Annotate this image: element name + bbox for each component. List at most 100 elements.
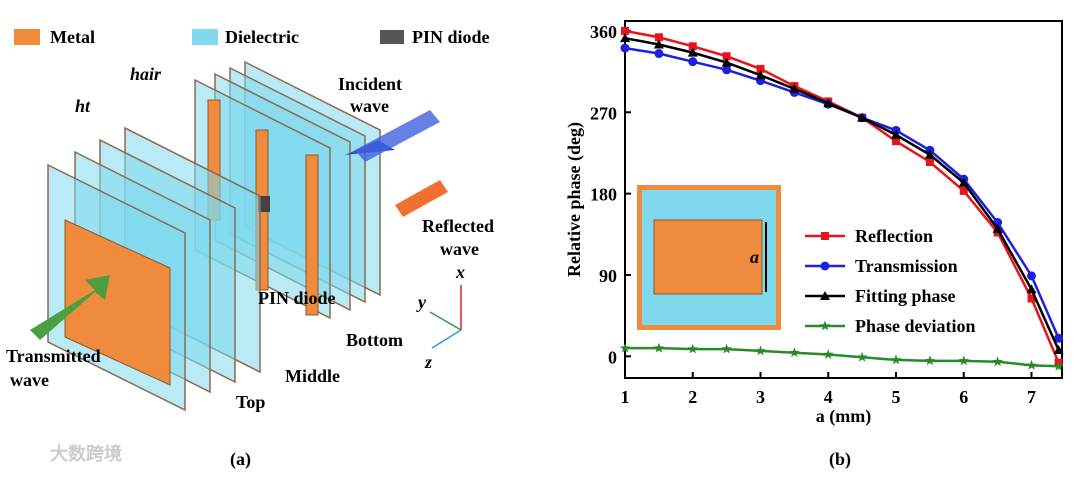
y-tick-label: 180	[590, 185, 617, 205]
label: PIN diode	[258, 288, 336, 308]
marker	[924, 355, 936, 366]
marker	[892, 137, 901, 146]
marker	[992, 356, 1003, 367]
marker	[1026, 284, 1037, 294]
legend-text: Transmission	[855, 256, 958, 276]
marker	[821, 232, 829, 240]
legend-text: Phase deviation	[855, 316, 976, 336]
label: Top	[236, 392, 265, 412]
marker	[958, 177, 969, 187]
x-tick-label: 3	[756, 387, 765, 407]
legend-swatch	[192, 29, 218, 45]
marker	[789, 83, 800, 93]
marker	[620, 33, 630, 43]
label: Middle	[285, 366, 340, 386]
marker	[721, 57, 732, 67]
label: Bottom	[346, 330, 403, 350]
marker	[619, 342, 631, 353]
marker	[856, 351, 868, 362]
x-tick-label: 4	[824, 387, 833, 407]
marker	[820, 291, 830, 300]
plot-frame	[624, 20, 1063, 379]
marker	[687, 47, 698, 57]
marker	[654, 33, 663, 42]
legend-text: Dielectric	[225, 27, 299, 47]
marker	[820, 261, 830, 271]
marker	[1027, 271, 1037, 281]
marker	[819, 320, 831, 331]
watermark: 大数跨境	[50, 443, 122, 464]
metal	[305, 154, 319, 316]
label: wave	[10, 370, 49, 390]
arrow	[355, 110, 440, 162]
marker	[1053, 360, 1064, 371]
marker	[857, 112, 868, 122]
diagram: Metal Dielectric PIN diode hair ht Incid…	[6, 27, 494, 470]
y-tick-label: 270	[590, 103, 617, 123]
marker	[959, 186, 968, 195]
label: ht	[75, 96, 91, 116]
label: Reflected	[422, 216, 494, 236]
label: x	[455, 262, 465, 282]
label: z	[424, 352, 432, 372]
y-axis-label: Relative phase (deg)	[564, 122, 585, 277]
marker	[688, 42, 697, 51]
axis-arrow	[429, 311, 462, 331]
legend-text: PIN diode	[412, 27, 490, 47]
x-tick-label: 6	[959, 387, 968, 407]
inset-patch	[653, 219, 763, 295]
label: hair	[130, 64, 162, 84]
marker	[688, 57, 698, 67]
label: wave	[350, 96, 389, 116]
marker	[654, 49, 664, 59]
marker	[722, 65, 732, 75]
marker	[891, 129, 902, 139]
label: Incident	[338, 74, 402, 94]
marker	[924, 149, 935, 159]
label: y	[416, 292, 427, 312]
y-tick-label: 90	[599, 266, 617, 286]
marker	[1027, 294, 1036, 303]
inset: a	[637, 185, 781, 330]
panel-label: (a)	[230, 449, 251, 470]
inset-label: a	[750, 247, 759, 267]
marker	[992, 223, 1003, 233]
marker	[925, 157, 934, 166]
marker	[823, 98, 834, 108]
legend-text: Fitting phase	[855, 286, 956, 306]
x-tick-label: 1	[621, 387, 630, 407]
marker	[755, 345, 766, 356]
legend-text: Reflection	[855, 226, 933, 246]
marker	[890, 354, 902, 365]
marker	[756, 64, 765, 73]
legend-text: Metal	[50, 27, 95, 47]
legend-swatch	[14, 29, 40, 45]
x-tick-label: 7	[1027, 387, 1036, 407]
marker	[755, 70, 766, 80]
marker	[958, 355, 969, 366]
x-tick-label: 2	[688, 387, 697, 407]
axis-arrow	[431, 329, 462, 349]
marker	[789, 347, 800, 358]
marker	[722, 52, 731, 61]
marker	[1026, 359, 1037, 370]
marker	[823, 349, 834, 359]
pin-diode	[258, 196, 270, 212]
marker	[653, 39, 664, 49]
marker	[687, 343, 698, 354]
series-line	[624, 36, 1060, 351]
y-tick-label: 360	[590, 22, 617, 42]
series-line	[625, 346, 1059, 368]
chart-title: (b)	[829, 449, 851, 470]
x-tick-label: 5	[892, 387, 901, 407]
y-tick-label: 0	[608, 347, 617, 367]
legend-swatch	[380, 30, 404, 44]
label: Transmitted	[6, 346, 101, 366]
marker	[620, 43, 630, 53]
metal	[64, 219, 171, 386]
x-axis-label: a (mm)	[816, 406, 871, 427]
marker	[1053, 344, 1064, 354]
label: wave	[440, 239, 479, 259]
marker	[621, 26, 629, 35]
